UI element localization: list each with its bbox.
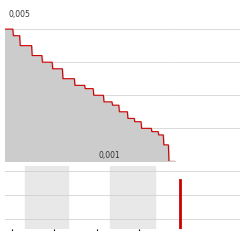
Text: 0,005: 0,005 (9, 10, 31, 19)
Text: 0,001: 0,001 (99, 150, 120, 159)
Bar (110, 166, 155, 229)
Bar (25, 166, 68, 229)
